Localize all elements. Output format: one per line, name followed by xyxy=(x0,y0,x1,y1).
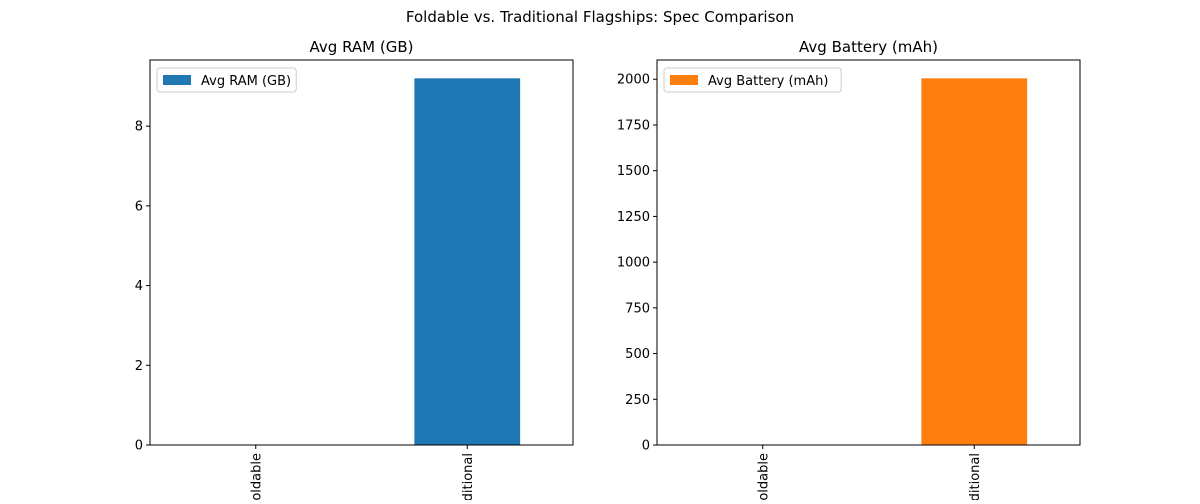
legend-box xyxy=(663,67,842,93)
axes-frame xyxy=(149,59,574,446)
y-tick-label: 2 xyxy=(135,359,143,374)
x-tick-label: Traditional xyxy=(968,453,983,500)
legend-label: Avg RAM (GB) xyxy=(201,74,291,89)
legend-box xyxy=(156,67,297,93)
panel-title: Avg RAM (GB) xyxy=(310,38,414,56)
axes-frame xyxy=(656,59,1081,446)
legend-swatch xyxy=(163,75,191,85)
y-tick-label: 6 xyxy=(135,199,143,214)
x-tick-label: Traditional xyxy=(461,453,476,500)
y-tick-label: 0 xyxy=(135,439,143,454)
legend-label: Avg Battery (mAh) xyxy=(708,74,828,89)
panel-title: Avg Battery (mAh) xyxy=(799,38,938,56)
bar xyxy=(414,78,521,445)
y-tick-label: 4 xyxy=(135,279,143,294)
y-tick-label: 250 xyxy=(625,393,650,408)
x-tick-label: Foldable xyxy=(249,453,264,500)
chart-panel-1: Avg RAM (GB) 0 2 4 6 8 Foldable Traditional Avg … xyxy=(135,38,574,500)
y-tick-label: 0 xyxy=(642,439,650,454)
bar xyxy=(921,78,1028,445)
x-tick-label: Foldable xyxy=(756,453,771,500)
y-tick-label: 1750 xyxy=(617,118,650,133)
y-tick-label: 1000 xyxy=(617,256,650,271)
legend-swatch xyxy=(670,75,698,85)
y-tick-label: 8 xyxy=(135,120,143,135)
y-tick-label: 1250 xyxy=(617,210,650,225)
y-tick-label: 500 xyxy=(625,347,650,362)
y-tick-label: 2000 xyxy=(617,73,650,88)
chart-panel-2: Avg Battery (mAh) 0 250 500 750 1000 1250 1500 1… xyxy=(617,38,1081,500)
y-tick-label: 1500 xyxy=(617,164,650,179)
figure-title: Foldable vs. Traditional Flagships: Spec… xyxy=(406,8,794,26)
y-tick-label: 750 xyxy=(625,301,650,316)
